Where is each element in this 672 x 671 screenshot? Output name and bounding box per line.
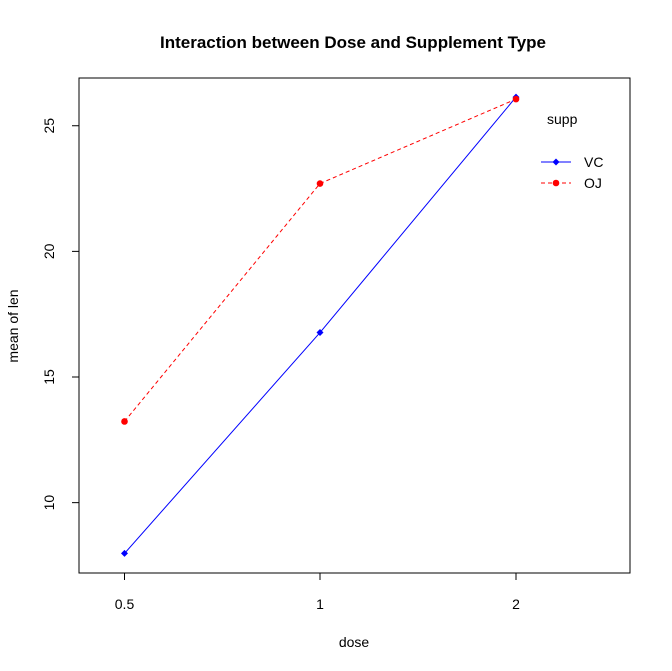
x-axis-label: dose (339, 634, 370, 650)
y-axis: 10 15 20 25 (41, 118, 79, 511)
x-tick-label: 0.5 (115, 596, 135, 612)
y-tick-label: 25 (41, 118, 57, 134)
series-point-oj (121, 418, 128, 425)
y-tick-label: 10 (41, 495, 57, 511)
series-point-vc (316, 329, 324, 337)
x-tick-label: 2 (512, 596, 520, 612)
x-tick-label: 1 (316, 596, 324, 612)
y-tick-label: 15 (41, 369, 57, 385)
legend-marker-oj (552, 179, 560, 187)
series-layer (121, 93, 520, 557)
series-line-oj (124, 98, 517, 422)
legend: supp VC OJ (541, 111, 603, 191)
series-point-oj (316, 180, 324, 187)
y-axis-label: mean of len (5, 289, 21, 362)
plot-frame (78, 77, 631, 574)
x-axis: 0.5 1 2 (115, 573, 520, 612)
series-point-vc (121, 549, 128, 557)
legend-title: supp (547, 111, 578, 127)
chart-title: Interaction between Dose and Supplement … (160, 33, 546, 52)
legend-label-oj: OJ (584, 175, 602, 191)
series-line-vc (124, 96, 517, 554)
legend-label-vc: VC (584, 154, 603, 170)
series-point-oj (512, 95, 520, 103)
y-tick-label: 20 (41, 243, 57, 259)
legend-marker-vc (552, 158, 560, 166)
